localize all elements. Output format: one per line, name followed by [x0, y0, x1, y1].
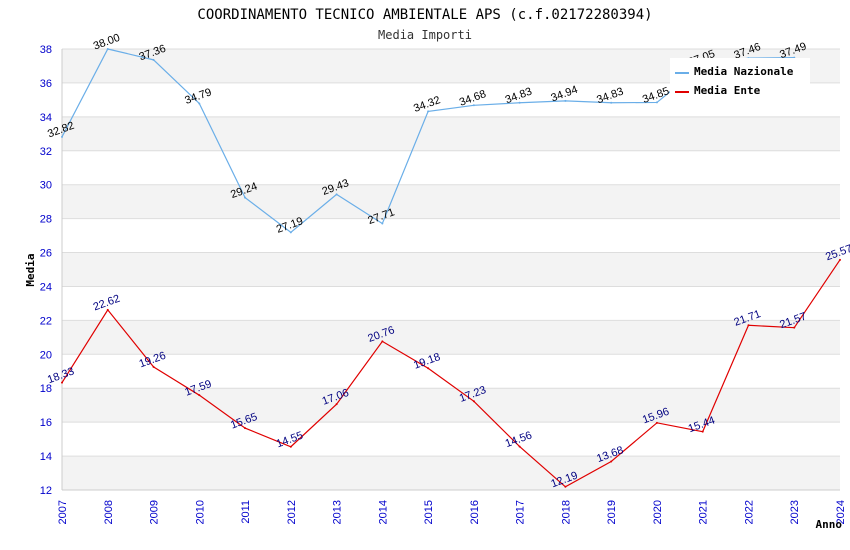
data-point-media-nazionale — [244, 196, 247, 199]
legend-box — [670, 58, 810, 100]
grid-band — [62, 116, 840, 151]
y-tick-label: 22 — [40, 315, 52, 327]
x-tick-label: 2019 — [606, 500, 618, 524]
x-tick-label: 2021 — [698, 500, 710, 524]
y-tick-label: 36 — [40, 78, 52, 90]
x-tick-label: 2023 — [789, 500, 801, 524]
x-tick-label: 2008 — [103, 500, 115, 524]
grid-band — [62, 456, 840, 490]
data-point-media-ente — [152, 365, 155, 368]
data-point-media-nazionale — [655, 101, 658, 104]
x-tick-label: 2007 — [57, 500, 69, 524]
y-axis-label: Media — [24, 253, 37, 286]
data-point-media-ente — [244, 427, 247, 430]
data-point-media-ente — [655, 421, 658, 424]
data-point-media-ente — [198, 394, 201, 397]
data-label-media-nazionale: 34.32 — [412, 94, 442, 115]
x-tick-label: 2016 — [469, 500, 481, 524]
data-point-media-nazionale — [106, 48, 109, 50]
x-tick-label: 2024 — [835, 500, 847, 524]
x-tick-label: 2014 — [377, 500, 389, 524]
data-label-media-nazionale: 34.79 — [183, 86, 213, 107]
data-point-media-nazionale — [335, 193, 338, 196]
x-tick-label: 2017 — [515, 500, 527, 524]
data-point-media-ente — [106, 308, 109, 311]
y-tick-label: 16 — [40, 417, 52, 429]
data-point-media-ente — [839, 258, 841, 261]
x-tick-label: 2020 — [652, 500, 664, 524]
x-tick-label: 2018 — [560, 500, 572, 524]
y-tick-label: 14 — [40, 451, 52, 463]
data-point-media-nazionale — [198, 102, 201, 105]
grid-band — [62, 252, 840, 287]
series-line-media-ente — [61, 259, 841, 488]
data-point-media-nazionale — [61, 135, 63, 138]
legend: Media Nazionale Media Ente — [670, 58, 810, 100]
data-point-media-ente — [564, 485, 567, 488]
data-point-media-ente — [61, 381, 63, 384]
x-axis-label: Anno — [816, 518, 843, 531]
data-point-media-ente — [472, 400, 475, 403]
data-point-media-ente — [701, 430, 704, 433]
data-point-media-ente — [747, 324, 750, 327]
data-label-media-ente: 22.62 — [92, 293, 122, 314]
x-tick-labels: 2007 2008 2009 2010 2011 2012 2013 2014 2015 2016… — [57, 500, 847, 524]
data-point-media-nazionale — [289, 231, 292, 234]
data-point-media-nazionale — [472, 104, 475, 107]
data-point-media-nazionale — [427, 110, 430, 113]
legend-label-media-ente: Media Ente — [694, 84, 761, 97]
grid-band — [62, 388, 840, 423]
y-tick-label: 20 — [40, 349, 52, 361]
x-tick-label: 2009 — [149, 500, 161, 524]
legend-label-media-nazionale: Media Nazionale — [694, 65, 794, 78]
data-point-media-nazionale — [381, 222, 384, 225]
y-tick-label: 28 — [40, 214, 52, 226]
x-tick-label: 2012 — [286, 500, 298, 524]
y-tick-label: 26 — [40, 248, 52, 260]
y-tick-label: 32 — [40, 146, 52, 158]
data-point-media-nazionale — [152, 58, 155, 61]
chart-title: COORDINAMENTO TECNICO AMBIENTALE APS (c.… — [197, 7, 652, 23]
data-point-media-nazionale — [518, 101, 521, 104]
grid-band — [62, 320, 840, 355]
data-label-media-ente: 14.56 — [504, 429, 534, 450]
x-tick-label: 2015 — [423, 500, 435, 524]
y-tick-label: 12 — [40, 485, 52, 497]
data-point-media-nazionale — [610, 101, 613, 104]
data-point-media-ente — [381, 340, 384, 343]
data-point-media-ente — [289, 445, 292, 448]
y-tick-label: 18 — [40, 383, 52, 395]
y-tick-label: 34 — [40, 112, 52, 124]
data-label-media-ente: 14.55 — [275, 430, 305, 451]
x-tick-label: 2022 — [743, 500, 755, 524]
data-point-media-ente — [427, 367, 430, 370]
plot-bands — [62, 49, 840, 490]
grid-band — [62, 184, 840, 219]
y-tick-label: 30 — [40, 180, 52, 192]
data-point-media-nazionale — [564, 99, 567, 102]
data-point-media-ente — [335, 403, 338, 406]
data-point-media-ente — [793, 326, 796, 329]
data-point-media-ente — [518, 445, 521, 448]
x-tick-label: 2010 — [194, 500, 206, 524]
y-tick-label: 38 — [40, 44, 52, 56]
x-tick-label: 2013 — [332, 500, 344, 524]
data-point-media-ente — [610, 460, 613, 463]
y-tick-labels: 12 14 16 18 20 22 24 26 28 30 32 34 36 38 — [40, 44, 52, 497]
y-tick-label: 24 — [40, 281, 52, 293]
chart-subtitle: Media Importi — [378, 28, 472, 42]
gridlines — [62, 48, 840, 491]
x-tick-label: 2011 — [240, 500, 252, 524]
